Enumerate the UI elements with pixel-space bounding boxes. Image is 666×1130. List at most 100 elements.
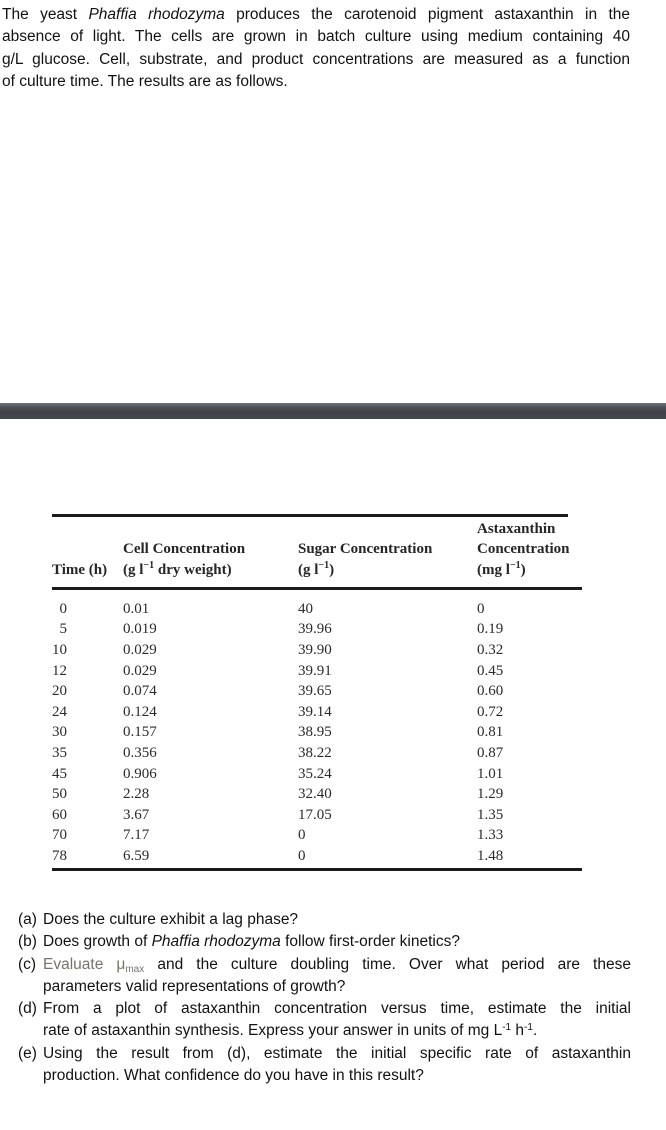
results-table-section: Time (h) Cell Concentration (g l−1 dry w… (52, 505, 582, 885)
question-text-line-2: parameters valid representations of grow… (43, 977, 346, 995)
intro-line-4: of culture time. The results are as foll… (2, 73, 288, 91)
column-header-cell-concentration: Cell Concentration (g l−1 dry weight) (123, 517, 298, 586)
evaluate-text: Evaluate μmax (43, 955, 145, 975)
question-text: Evaluate (43, 955, 117, 973)
table-cell: 0 (298, 847, 306, 864)
table-cell: 0.029 (123, 641, 157, 658)
section-divider-bar (0, 403, 666, 419)
intro-line-1: The yeast Phaffia rhodozyma produces the… (2, 4, 630, 26)
superscript-minus-one: -1 (524, 1022, 533, 1034)
table-cell: 17.05 (298, 806, 332, 823)
table-cell: 38.22 (298, 744, 332, 761)
table-cell: 0 (298, 827, 306, 844)
question-text: follow first-order kinetics? (280, 933, 460, 951)
intro-text: produces the carotenoid pigment astaxant… (224, 6, 630, 23)
mu-max-subscript: max (125, 963, 145, 975)
table-body: 0 0.01 40 0 5 0.019 39.96 0.19 10 0.029 39.90 0.32 1… (52, 586, 582, 867)
question-text-line-2: rate of astaxanthin synthesis. Express y… (43, 1020, 631, 1042)
species-name-italic: Phaffia rhodozyma (151, 933, 281, 951)
header-units: (g l−1 dry weight) (123, 560, 298, 581)
table-cell: 3.67 (123, 806, 150, 823)
table-cell: 1.33 (477, 827, 504, 844)
table-cell: 1.48 (477, 847, 504, 864)
questions-section: (a) Does the culture exhibit a lag phase… (18, 909, 631, 1087)
table-cell: 0.60 (477, 683, 504, 700)
table-cell: 38.95 (298, 724, 332, 741)
species-name-italic: Phaffia rhodozyma (88, 6, 225, 23)
problem-statement: The yeast Phaffia rhodozyma produces the… (2, 4, 630, 94)
table-cell: 0.019 (123, 621, 157, 638)
table-cell: 0.45 (477, 662, 504, 679)
table-cell: 0.124 (123, 703, 157, 720)
column-header-sugar-concentration: Sugar Concentration (g l−1) (298, 517, 477, 586)
unit-text: dry weight) (154, 561, 232, 578)
table-cell: 5 (59, 621, 68, 638)
table-cell: 0.87 (477, 744, 504, 761)
header-text: Cell Concentration (123, 541, 246, 557)
header-text: Time (h) (52, 561, 108, 578)
table-row: 5 0.019 39.96 0.19 (52, 620, 582, 641)
table-cell: 0.01 (123, 600, 150, 617)
table-row: 12 0.029 39.91 0.45 (52, 661, 582, 682)
unit-text: ) (329, 561, 335, 578)
table-header-row: Time (h) Cell Concentration (g l−1 dry w… (52, 517, 582, 586)
header-units: (g l−1) (298, 560, 477, 581)
question-e: (e) Using the result from (d), estimate … (18, 1043, 631, 1088)
table-row: 70 7.17 0 1.33 (52, 826, 582, 847)
table-cell: 1.29 (477, 786, 504, 803)
question-label: (e) (18, 1044, 37, 1062)
table-row: 30 0.157 38.95 0.81 (52, 723, 582, 744)
question-label: (a) (18, 911, 37, 928)
table-cell: 0.356 (123, 744, 157, 761)
question-a: (a) Does the culture exhibit a lag phase… (18, 909, 631, 931)
table-cell: 0.72 (477, 703, 504, 720)
table-bottom-rule (52, 868, 582, 871)
table-row: 50 2.28 32.40 1.29 (52, 784, 582, 805)
table-cell: 50 (52, 786, 67, 803)
table-row: 0 0.01 40 0 (52, 586, 582, 620)
table-cell: 45 (52, 765, 67, 782)
table-cell: 39.65 (298, 683, 332, 700)
table-row: 35 0.356 38.22 0.87 (52, 743, 582, 764)
table-cell: 6.59 (123, 847, 150, 864)
table-cell: 2.28 (123, 786, 150, 803)
table-cell: 0.81 (477, 724, 504, 741)
table-cell: 1.35 (477, 806, 504, 823)
intro-line-2: absence of light. The cells are grown in… (2, 28, 630, 46)
table-cell: 0.19 (477, 621, 504, 638)
table-cell: 1.01 (477, 765, 504, 782)
table-row: 60 3.67 17.05 1.35 (52, 805, 582, 826)
question-text: h (511, 1022, 525, 1040)
unit-text: (g l (123, 561, 144, 578)
table-cell: 0.906 (123, 765, 157, 782)
table-cell: 32.40 (298, 786, 332, 803)
intro-text: The yeast (2, 6, 89, 23)
header-text: Sugar Concentration (298, 541, 433, 557)
question-label: (d) (18, 1000, 37, 1018)
question-text: . (532, 1022, 538, 1040)
table-cell: 20 (52, 683, 67, 700)
table-cell: 10 (52, 641, 67, 658)
question-c: (c) Evaluate μmax and the culture doubli… (18, 954, 631, 999)
question-text-line-1: Evaluate μmax and the culture doubling t… (43, 954, 631, 976)
question-body: Using the result from (d), estimate the … (43, 1043, 631, 1088)
table-cell: 39.14 (298, 703, 332, 720)
mu-symbol: μ (116, 955, 126, 973)
column-header-astaxanthin-concentration: Astaxanthin Concentration (mg l−1) (477, 517, 582, 586)
table-cell: 0.157 (123, 724, 157, 741)
table-row: 10 0.029 39.90 0.32 (52, 640, 582, 661)
question-label: (b) (18, 933, 37, 951)
question-text-line-1: Using the result from (d), estimate the … (43, 1044, 631, 1062)
header-text: Concentration (477, 541, 570, 557)
header-text: Astaxanthin (477, 520, 556, 537)
unit-text: ) (520, 561, 526, 578)
question-text: Does growth of (43, 933, 152, 951)
table-row: 45 0.906 35.24 1.01 (52, 764, 582, 785)
table-cell: 0.029 (123, 662, 157, 679)
table-cell: 0.074 (123, 683, 157, 700)
question-text: and the culture doubling time. Over what… (144, 955, 631, 973)
question-text: Does growth of Phaffia rhodozyma follow … (43, 931, 631, 953)
table-cell: 0 (477, 600, 485, 617)
table-cell: 60 (52, 806, 67, 823)
question-body: Evaluate μmax and the culture doubling t… (43, 954, 631, 999)
